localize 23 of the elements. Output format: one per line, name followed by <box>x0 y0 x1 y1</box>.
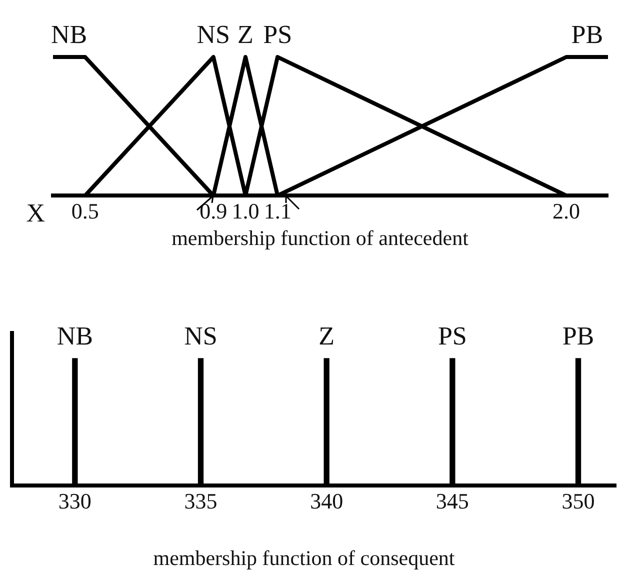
series-label: NS <box>196 20 230 49</box>
series-label: NB <box>50 20 88 49</box>
x-tick-label: 0.9 <box>200 198 228 224</box>
x-tick-label: 335 <box>184 488 218 514</box>
x-tick-label: 1.0 <box>232 198 260 224</box>
series-label: PB <box>562 321 594 350</box>
series-label: Z <box>318 321 335 350</box>
series-label: NB <box>56 321 93 350</box>
series-label: NS <box>184 321 218 350</box>
text: membership function of antecedent <box>170 226 470 251</box>
x-tick-label: 330 <box>58 488 92 514</box>
x-tick-label: 340 <box>310 488 344 514</box>
text: membership function of consequent <box>152 546 456 571</box>
x-axis-title: X <box>26 198 46 228</box>
x-tick-label: 0.5 <box>71 198 99 224</box>
x-tick-label: 2.0 <box>552 198 580 224</box>
x-tick-label: 350 <box>562 488 595 514</box>
series-label: Z <box>238 20 254 49</box>
series-label: PS <box>438 321 467 350</box>
series-label: PS <box>263 20 292 49</box>
x-tick-label: 345 <box>436 488 469 514</box>
x-tick-label: 1.1 <box>264 198 292 224</box>
series-label: PB <box>571 20 604 49</box>
